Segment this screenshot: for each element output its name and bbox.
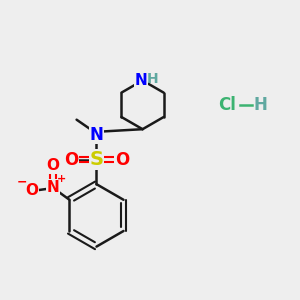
Text: S: S [89,150,103,169]
Text: H: H [254,96,268,114]
Text: O: O [64,151,78,169]
Text: O: O [115,151,129,169]
Text: N: N [135,73,148,88]
Text: −: − [17,176,28,188]
Text: O: O [46,158,60,173]
Text: H: H [146,72,158,86]
Text: N: N [90,125,104,143]
Text: N: N [47,180,59,195]
Text: O: O [25,183,38,198]
Text: +: + [57,174,66,184]
Text: Cl: Cl [218,96,236,114]
